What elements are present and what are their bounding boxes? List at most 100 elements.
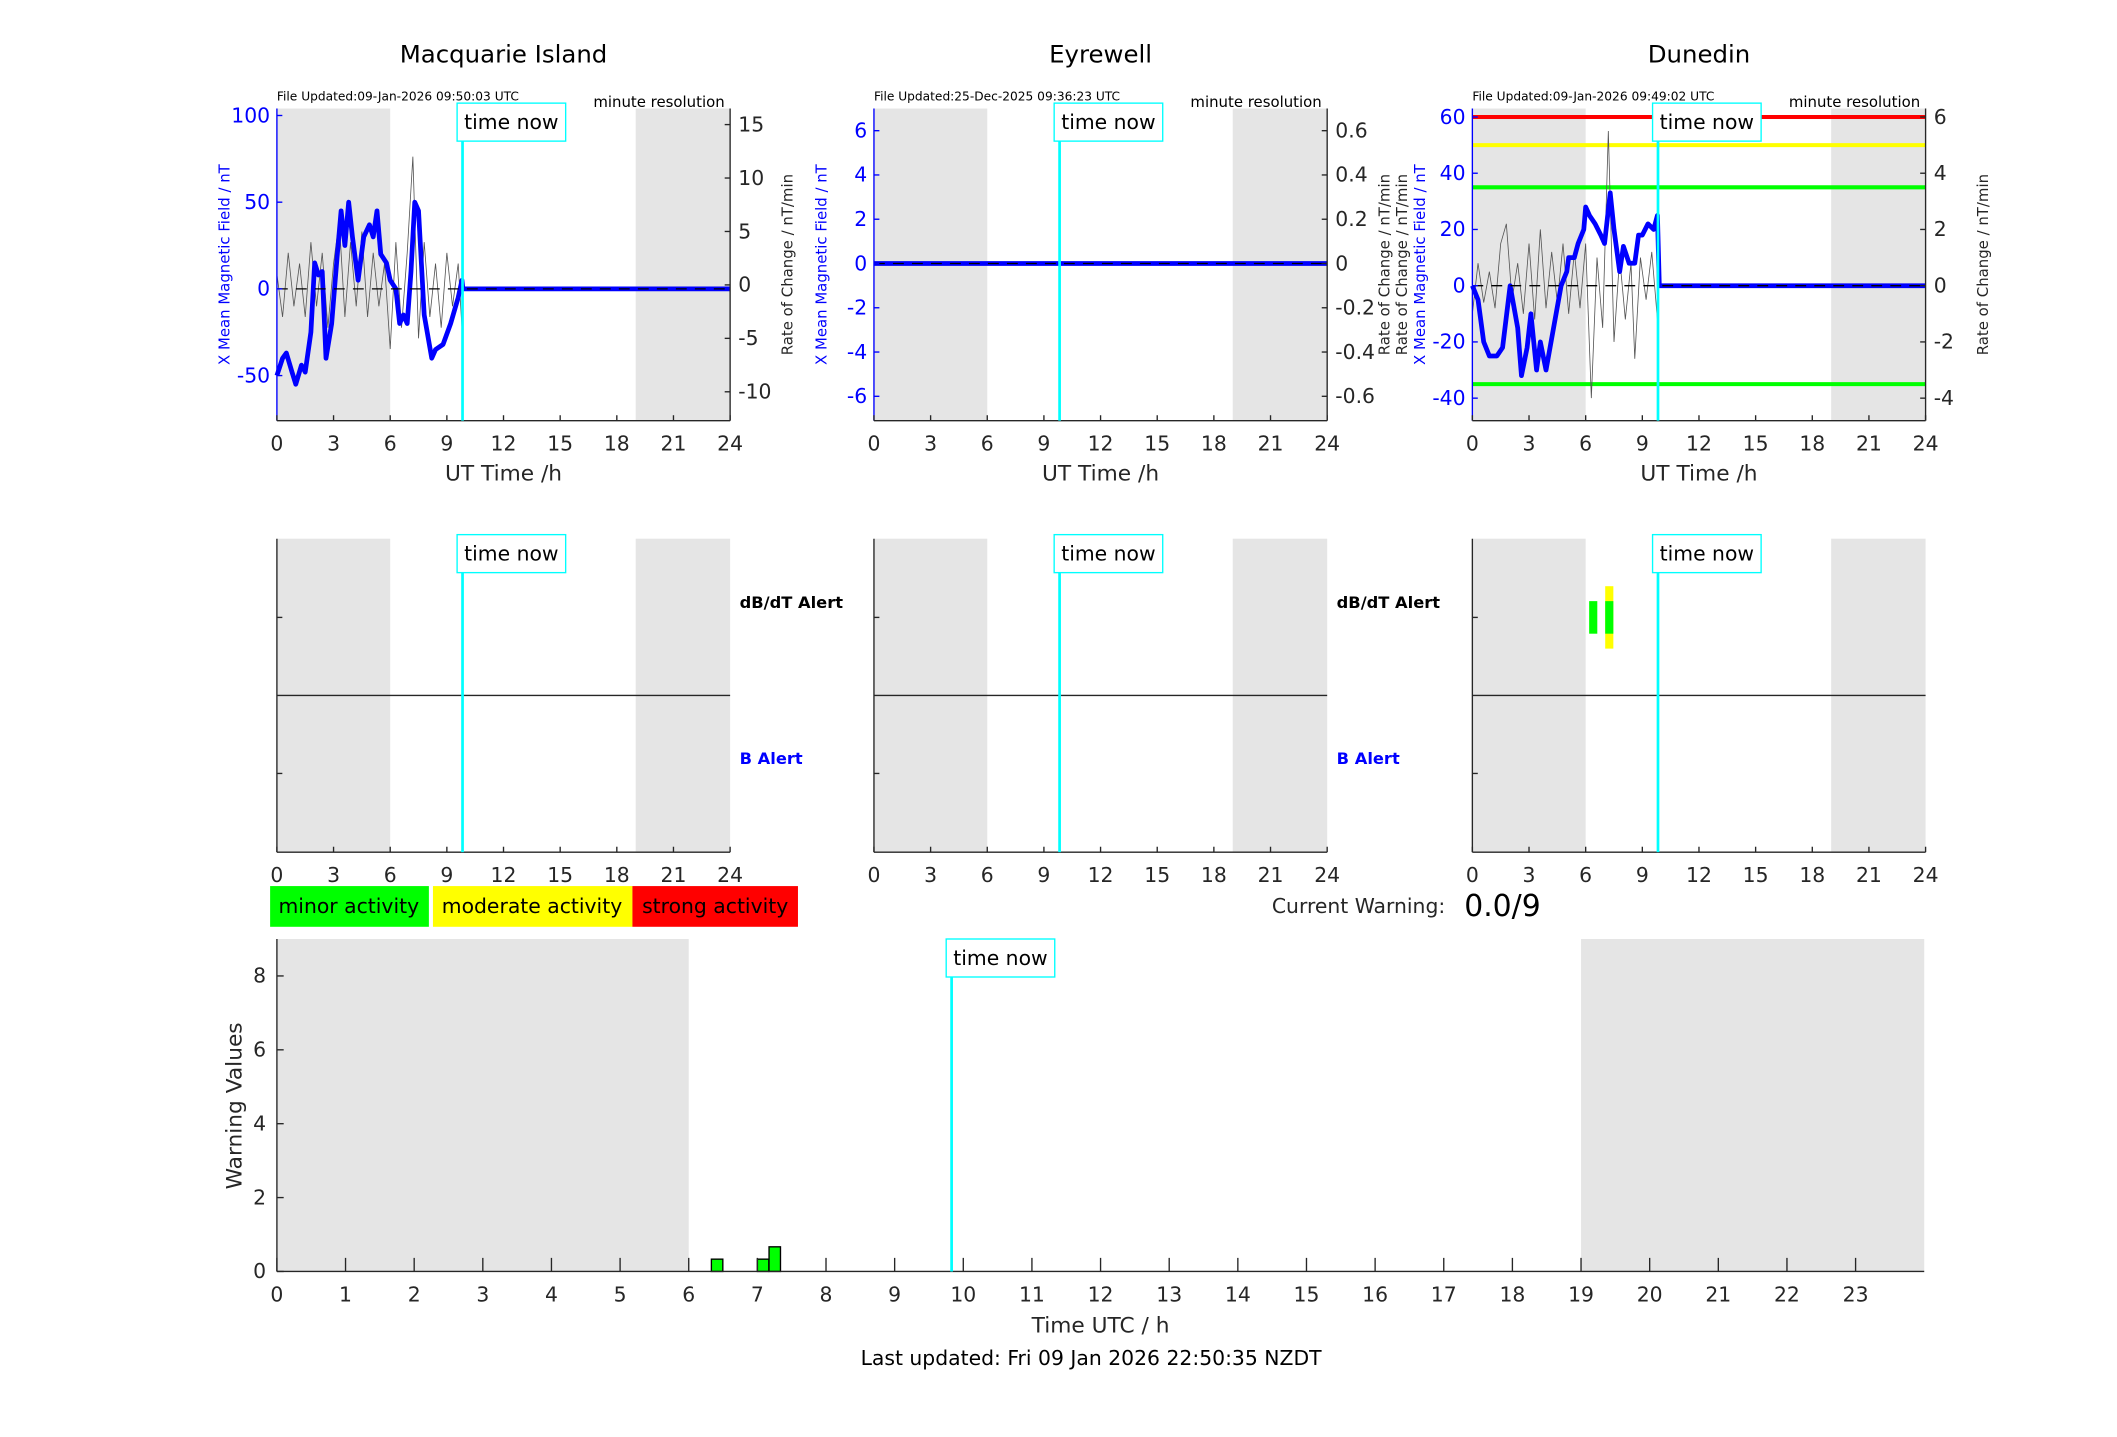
rate-of-change-line: [1471, 131, 1659, 399]
warning-x-tick-label: 10: [950, 1282, 976, 1306]
warning-x-tick-label: 8: [820, 1282, 833, 1306]
time-now-box: [1053, 102, 1164, 142]
x-tick-label: 21: [661, 432, 687, 456]
y-tick-label: -40: [1432, 386, 1465, 410]
x-tick-label: 15: [1743, 432, 1769, 456]
y-tick-label: 4: [854, 163, 867, 187]
x-tick-label: 12: [1088, 432, 1114, 456]
warning-x-tick-label: 3: [476, 1282, 489, 1306]
x-tick-label: 9: [1636, 432, 1649, 456]
y2-tick-label: 0.6: [1335, 118, 1367, 142]
legend-moderate-text: moderate activity: [442, 894, 622, 918]
alert-x-tick-label: 3: [1523, 863, 1536, 887]
y-tick-label: -2: [847, 296, 867, 320]
y2-tick-label: 0: [1934, 273, 1947, 297]
y-tick-label: 0: [257, 277, 270, 301]
y2-tick-label: 0: [1335, 251, 1348, 275]
y2-tick-label: -0.4: [1335, 340, 1375, 364]
time-now-box: [945, 938, 1056, 978]
time-now-box: [1053, 533, 1164, 574]
legend-strong-box: [632, 886, 798, 927]
y2-tick-label: 0: [738, 273, 751, 297]
y-tick-label: 20: [1440, 217, 1466, 241]
night-shade: [1831, 108, 1926, 421]
y2-tick-label: 10: [738, 166, 764, 190]
alert-x-tick-label: 12: [1088, 863, 1114, 887]
x-tick-label: 6: [981, 432, 994, 456]
warning-x-tick-label: 7: [751, 1282, 764, 1306]
y2-tick-label: 15: [738, 112, 764, 136]
y-tick-label: 40: [1440, 161, 1466, 185]
x-tick-label: 24: [1913, 432, 1939, 456]
alert-x-tick-label: 21: [661, 863, 687, 887]
panel-title: Eyrewell: [1049, 39, 1152, 68]
b-alert-label-1: B Alert: [740, 749, 803, 768]
warning-x-tick-label: 18: [1499, 1282, 1525, 1306]
x-tick-label: 3: [327, 432, 340, 456]
time-now-box: [456, 102, 567, 142]
warning-x-tick-label: 12: [1088, 1282, 1114, 1306]
rate-of-change-line: [276, 156, 464, 350]
warning-bar: [756, 1258, 770, 1273]
alert-x-tick-label: 0: [867, 863, 880, 887]
x-tick-label: 6: [384, 432, 397, 456]
alert-x-tick-label: 6: [1579, 863, 1592, 887]
y-axis-label: X Mean Magnetic Field / nT: [812, 163, 830, 365]
time-now-label: time now: [1660, 110, 1754, 134]
warning-x-tick-label: 20: [1637, 1282, 1663, 1306]
warning-x-tick-label: 2: [408, 1282, 421, 1306]
warning-y-tick-label: 0: [253, 1259, 266, 1283]
y-tick-label: 0: [854, 251, 867, 275]
warning-night-shade: [276, 939, 689, 1272]
file-updated-text: File Updated:09-Jan-2026 09:50:03 UTC: [277, 89, 519, 103]
alert-x-tick-label: 9: [1636, 863, 1649, 887]
x-tick-label: 18: [1201, 432, 1227, 456]
warning-x-tick-label: 14: [1225, 1282, 1251, 1306]
alert-x-tick-label: 6: [981, 863, 994, 887]
current-warning-value: 0.0/9: [1464, 889, 1541, 924]
y-axis-label: X Mean Magnetic Field / nT: [1411, 163, 1429, 365]
warning-x-tick-label: 23: [1843, 1282, 1869, 1306]
time-now-label: time now: [1061, 110, 1155, 134]
alert-x-tick-label: 24: [1913, 863, 1939, 887]
time-now-box: [456, 533, 567, 574]
x-tick-label: 6: [1579, 432, 1592, 456]
warning-x-tick-label: 11: [1019, 1282, 1045, 1306]
alert-x-tick-label: 21: [1856, 863, 1882, 887]
warning-x-tick-label: 19: [1568, 1282, 1594, 1306]
x-tick-label: 12: [491, 432, 517, 456]
y2-axis-label: Rate of Change / nT/min: [1974, 174, 1992, 355]
y2-tick-label: -2: [1934, 330, 1954, 354]
x-tick-label: 12: [1686, 432, 1712, 456]
y2-tick-label: 6: [1934, 105, 1947, 129]
y2-axis-label: Rate of Change / nT/min: [779, 174, 797, 355]
x-tick-label: 3: [1523, 432, 1536, 456]
time-now-box: [1651, 533, 1762, 574]
alert-x-tick-label: 12: [1686, 863, 1712, 887]
x-tick-label: 0: [1466, 432, 1479, 456]
x-axis-label: UT Time /h: [1640, 461, 1757, 486]
warning-y-tick-label: 4: [253, 1111, 266, 1135]
last-updated: Last updated: Fri 09 Jan 2026 22:50:35 N…: [861, 1346, 1323, 1370]
y2-tick-label: 4: [1934, 161, 1947, 185]
alert-x-tick-label: 15: [1743, 863, 1769, 887]
dbdt-alert-label-1: dB/dT Alert: [740, 593, 844, 612]
alert-x-tick-label: 18: [1799, 863, 1825, 887]
y2-tick-label: -0.2: [1335, 296, 1375, 320]
warning-y-tick-label: 8: [253, 964, 266, 988]
y-tick-label: 0: [1453, 273, 1466, 297]
alert-x-tick-label: 6: [384, 863, 397, 887]
x-tick-label: 21: [1258, 432, 1284, 456]
warning-x-tick-label: 5: [614, 1282, 627, 1306]
time-now-label: time now: [1061, 541, 1155, 565]
resolution-text: minute resolution: [593, 93, 724, 111]
warning-x-tick-label: 21: [1705, 1282, 1731, 1306]
warning-bar: [768, 1246, 782, 1273]
alert-x-tick-label: 21: [1258, 863, 1284, 887]
dbdt-alert-label-2: dB/dT Alert: [1337, 593, 1441, 612]
warning-x-tick-label: 17: [1431, 1282, 1457, 1306]
warning-x-tick-label: 16: [1362, 1282, 1388, 1306]
panel-title: Macquarie Island: [400, 39, 608, 68]
x-tick-label: 24: [1314, 432, 1340, 456]
x-tick-label: 24: [717, 432, 743, 456]
